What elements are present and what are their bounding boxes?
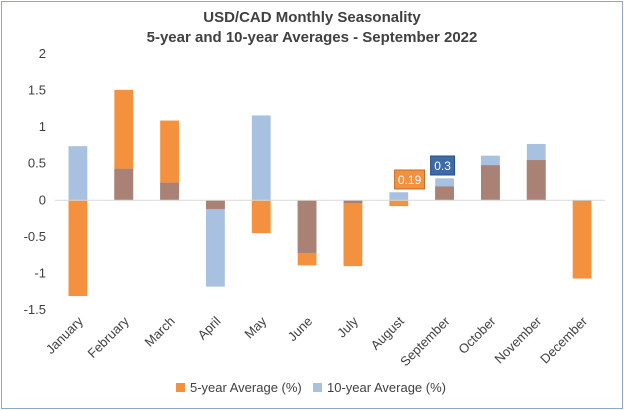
data-label-10yr: 0.3 — [430, 155, 456, 176]
y-tick-label: 0 — [39, 192, 46, 207]
data-label-box — [430, 155, 456, 176]
x-tick-label: June — [285, 314, 316, 345]
bar-5yr-january — [68, 200, 88, 297]
y-tick-label: 1.5 — [28, 83, 46, 98]
bar-10yr-april — [206, 200, 225, 287]
x-tick-label: August — [368, 313, 407, 352]
y-tick-label: 2 — [39, 46, 46, 61]
legend-item-5yr: 5-year Average (%) — [176, 380, 302, 395]
bar-10yr-january — [68, 146, 88, 201]
chart-title-line-2: 5-year and 10-year Averages - September … — [147, 29, 478, 46]
x-tick-label: September — [397, 313, 453, 369]
legend-swatch — [313, 383, 322, 392]
bar-5yr-may — [251, 200, 271, 234]
x-tick-label: April — [195, 313, 224, 342]
x-tick-label: October — [455, 313, 499, 357]
bar-5yr-july — [343, 200, 363, 267]
y-tick-label: 0.5 — [28, 156, 46, 171]
y-tick-label: 1 — [39, 119, 46, 134]
legend-item-10yr: 10-year Average (%) — [313, 380, 446, 395]
bar-5yr-march — [160, 120, 179, 201]
bar-5yr-december — [572, 200, 592, 279]
legend-label: 10-year Average (%) — [327, 380, 446, 395]
x-tick-label: December — [537, 313, 590, 366]
legend-swatch — [176, 383, 185, 392]
bar-10yr-may — [251, 115, 271, 201]
data-label-5yr: 0.19 — [394, 169, 426, 190]
bar-10yr-august — [389, 192, 409, 201]
chart-title-line-1: USD/CAD Monthly Seasonality — [203, 9, 421, 26]
bar-overlap-february — [114, 168, 134, 201]
y-tick-label: -1.5 — [24, 302, 46, 317]
bar-overlap-september — [435, 186, 454, 201]
x-tick-label: January — [43, 313, 87, 357]
x-tick-label: February — [84, 313, 132, 361]
y-tick-label: -0.5 — [24, 229, 46, 244]
x-tick-label: July — [334, 313, 361, 340]
data-label-text: 0.19 — [398, 173, 422, 187]
x-tick-label: November — [491, 313, 544, 366]
bar-overlap-april — [206, 200, 225, 210]
bar-5yr-august — [389, 200, 409, 207]
bar-overlap-november — [526, 160, 546, 201]
data-label-box — [394, 169, 426, 190]
bar-overlap-october — [481, 165, 500, 201]
data-label-text: 0.3 — [434, 159, 451, 173]
x-tick-label: March — [142, 314, 178, 350]
bar-overlap-july — [343, 200, 363, 204]
bar-overlap-march — [160, 182, 179, 201]
x-tick-label: May — [241, 313, 269, 341]
legend-label: 5-year Average (%) — [190, 380, 302, 395]
bar-overlap-june — [297, 200, 317, 253]
y-tick-label: -1 — [34, 265, 46, 280]
